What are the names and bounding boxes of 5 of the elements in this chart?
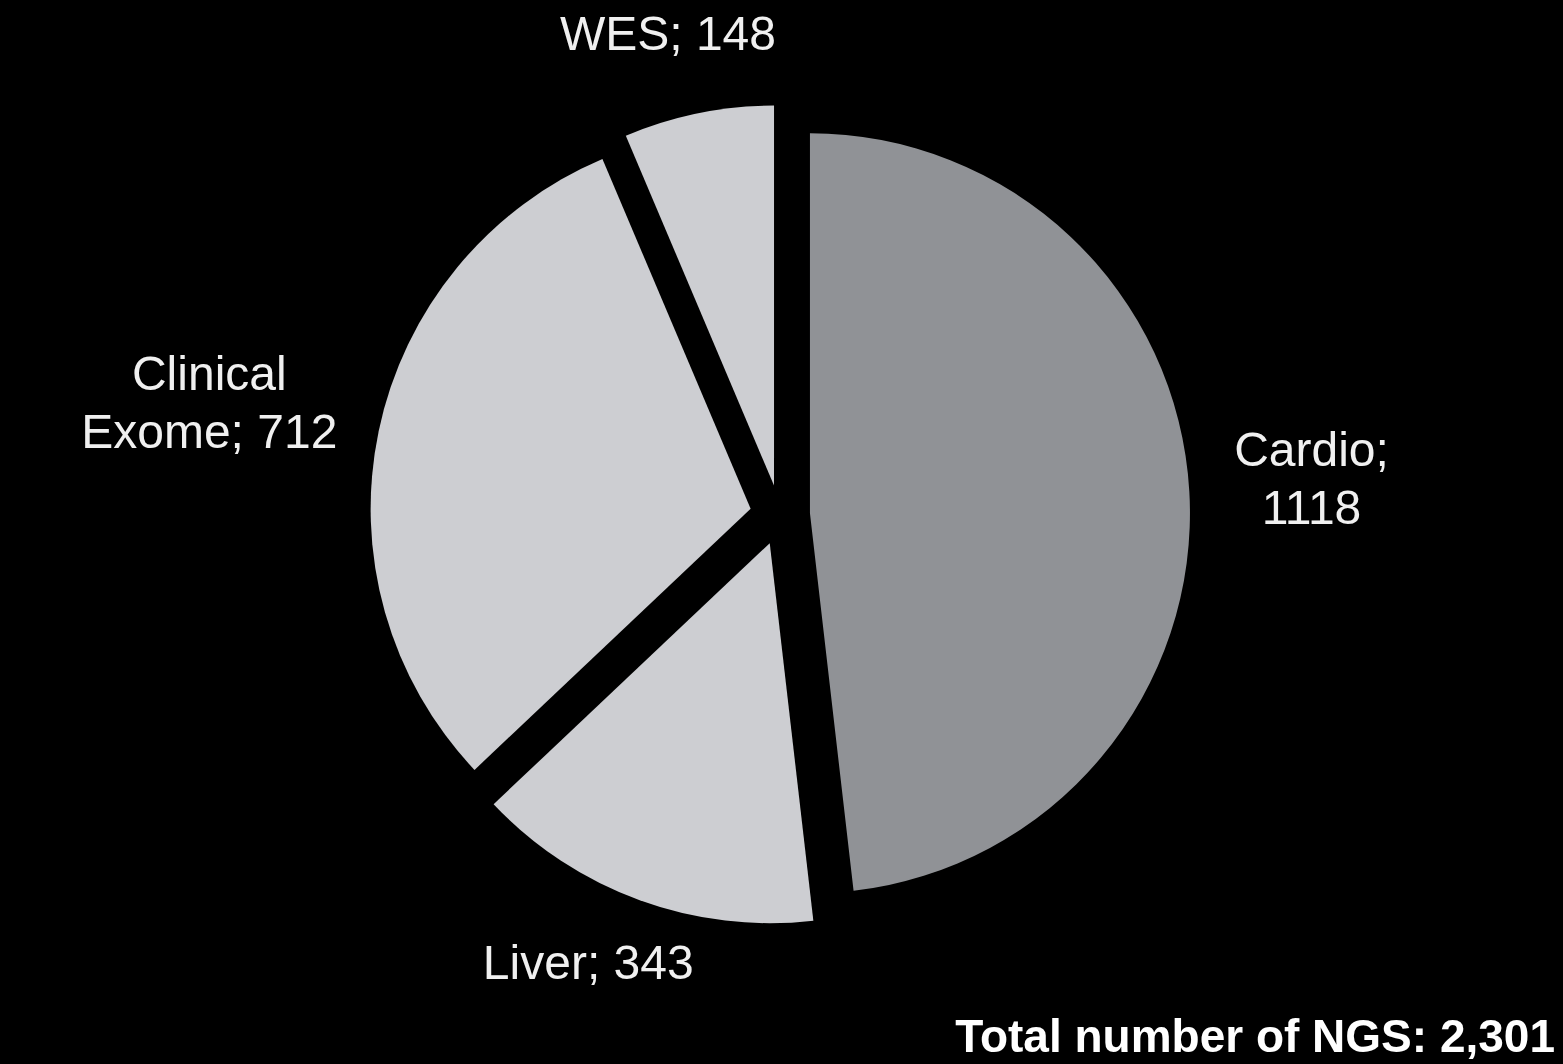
- data-label: Clinical Exome; 712: [81, 347, 338, 458]
- data-label: Cardio; 1118: [1234, 422, 1389, 534]
- data-label: WES; 148: [559, 7, 777, 61]
- text: Total number of NGS: 2,301: [955, 1010, 1555, 1062]
- data-label: Liver; 343: [482, 935, 694, 989]
